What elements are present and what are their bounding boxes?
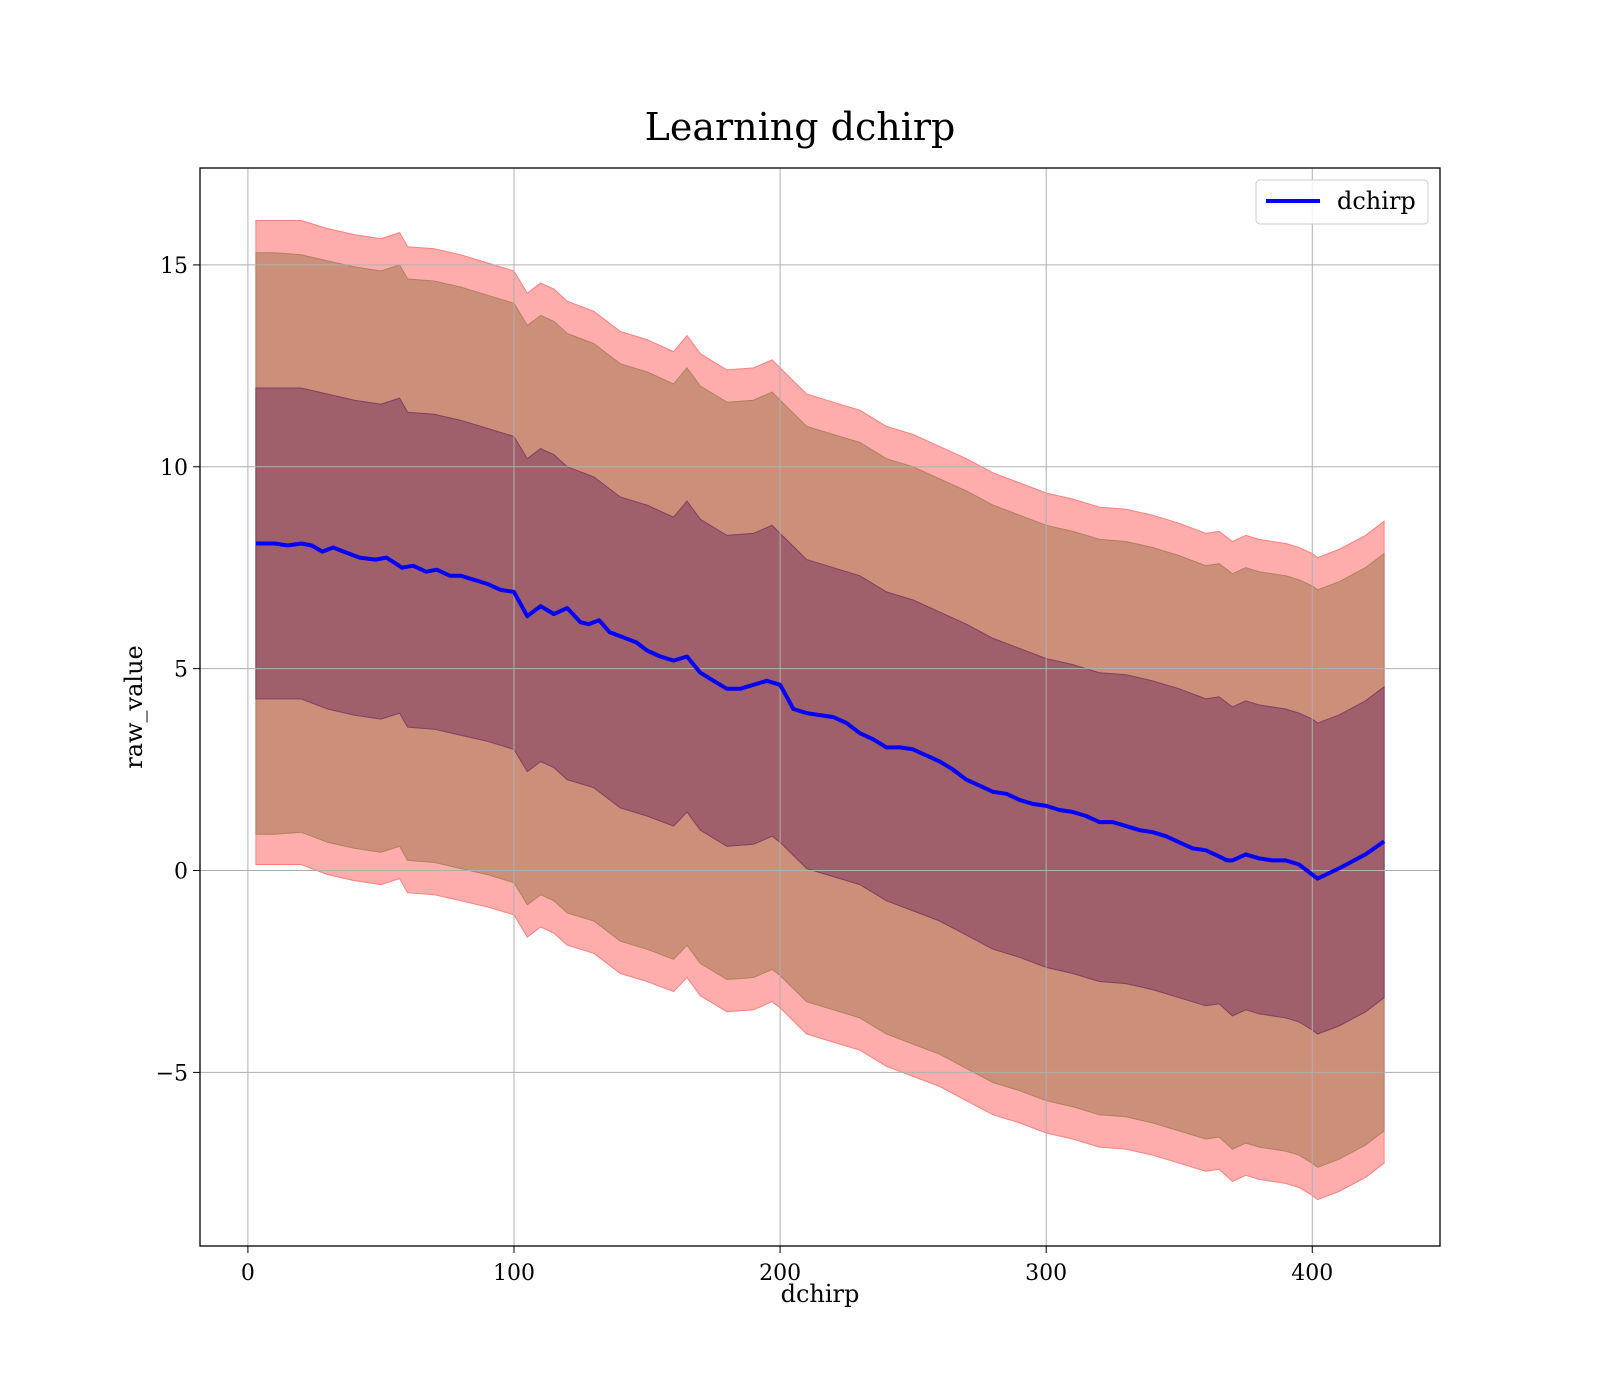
grid-lines	[200, 168, 1440, 1246]
x-tick-label-4: 400	[1291, 1261, 1333, 1286]
y-axis-label: raw_value	[120, 645, 148, 769]
x-tick-label-1: 100	[493, 1261, 535, 1286]
plot-frame	[199, 167, 1441, 1247]
confidence-bands	[255, 220, 1385, 1201]
series-lines	[255, 541, 1386, 881]
band-2	[255, 387, 1385, 1035]
legend-box	[1255, 179, 1429, 225]
x-axis-label: dchirp	[781, 1280, 860, 1308]
chart-title: Learning dchirp	[645, 105, 956, 149]
y-tick-label-3: 10	[160, 456, 188, 481]
y-axis-ticks: −5 0 5 10 15	[156, 254, 200, 1086]
y-tick-label-2: 5	[174, 658, 188, 683]
x-tick-label-0: 0	[241, 1261, 255, 1286]
y-tick-label-1: 0	[174, 860, 188, 885]
series-line-dchirp	[255, 541, 1386, 881]
x-tick-label-2: 200	[759, 1261, 801, 1286]
y-tick-label-4: 15	[160, 254, 188, 279]
legend: dchirp	[1255, 179, 1429, 225]
x-tick-label-3: 300	[1025, 1261, 1067, 1286]
x-axis-ticks: 0 100 200 300 400	[241, 1246, 1333, 1286]
y-tick-label-0: −5	[156, 1061, 188, 1086]
legend-label-dchirp: dchirp	[1337, 187, 1416, 215]
